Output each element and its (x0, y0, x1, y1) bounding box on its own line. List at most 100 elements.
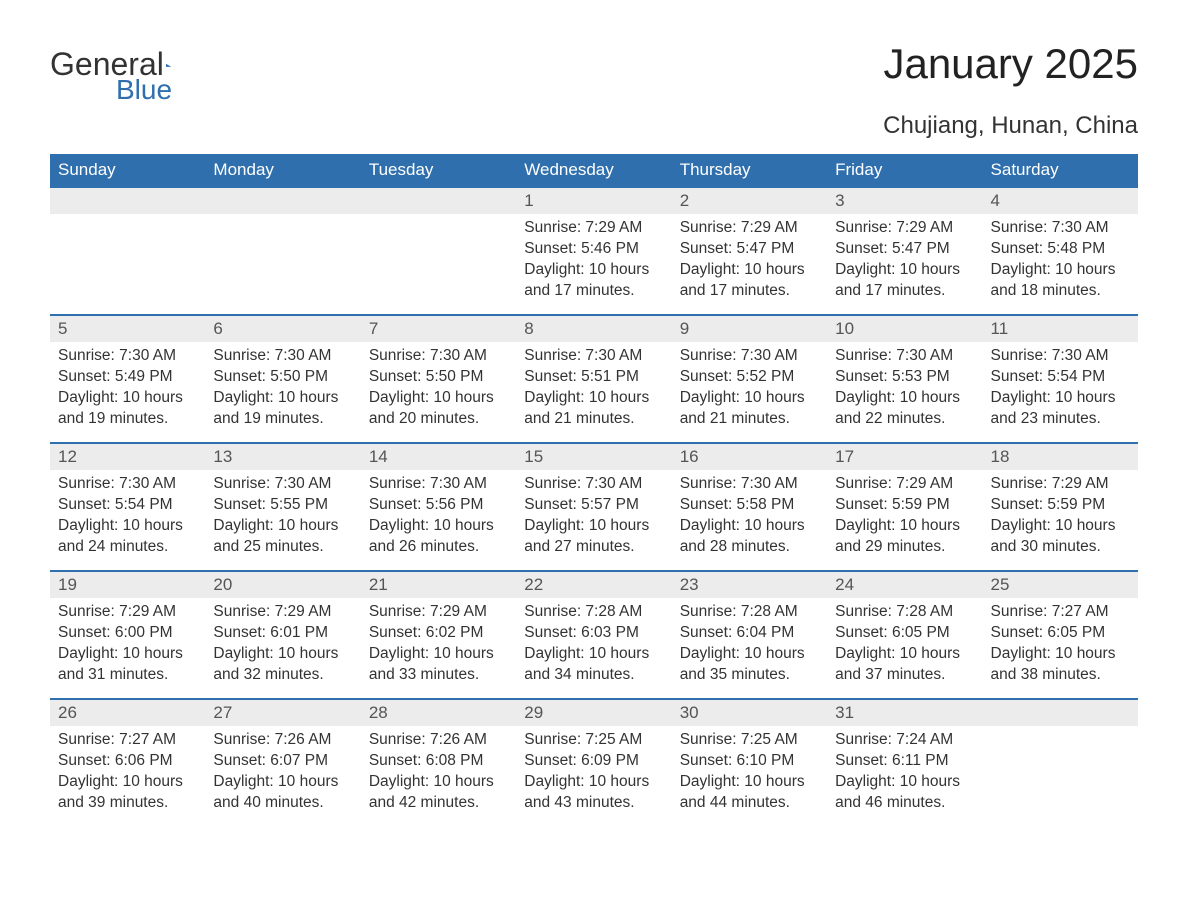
weekday-header: Saturday (983, 154, 1138, 186)
weekday-header: Monday (205, 154, 360, 186)
day-number: 21 (361, 570, 516, 598)
daylight-text: Daylight: 10 hours and 27 minutes. (524, 516, 663, 558)
sunrise-text: Sunrise: 7:28 AM (835, 602, 974, 623)
day-body: Sunrise: 7:30 AMSunset: 5:51 PMDaylight:… (516, 342, 671, 438)
calendar-week-row: 1Sunrise: 7:29 AMSunset: 5:46 PMDaylight… (50, 186, 1138, 314)
calendar-week-row: 26Sunrise: 7:27 AMSunset: 6:06 PMDayligh… (50, 698, 1138, 826)
sunset-text: Sunset: 5:50 PM (369, 367, 508, 388)
day-number: 27 (205, 698, 360, 726)
daylight-text: Daylight: 10 hours and 33 minutes. (369, 644, 508, 686)
sunrise-text: Sunrise: 7:27 AM (991, 602, 1130, 623)
day-number: 8 (516, 314, 671, 342)
day-body (361, 214, 516, 226)
day-body: Sunrise: 7:29 AMSunset: 5:46 PMDaylight:… (516, 214, 671, 310)
sunrise-text: Sunrise: 7:30 AM (524, 474, 663, 495)
day-number: 16 (672, 442, 827, 470)
sunset-text: Sunset: 6:05 PM (991, 623, 1130, 644)
daylight-text: Daylight: 10 hours and 44 minutes. (680, 772, 819, 814)
day-number: 19 (50, 570, 205, 598)
day-body: Sunrise: 7:30 AMSunset: 5:50 PMDaylight:… (361, 342, 516, 438)
daylight-text: Daylight: 10 hours and 42 minutes. (369, 772, 508, 814)
weekday-header: Wednesday (516, 154, 671, 186)
sunset-text: Sunset: 6:00 PM (58, 623, 197, 644)
daylight-text: Daylight: 10 hours and 24 minutes. (58, 516, 197, 558)
sunset-text: Sunset: 5:47 PM (835, 239, 974, 260)
calendar-day-cell (983, 698, 1138, 826)
calendar-day-cell: 18Sunrise: 7:29 AMSunset: 5:59 PMDayligh… (983, 442, 1138, 570)
sunrise-text: Sunrise: 7:26 AM (369, 730, 508, 751)
day-body: Sunrise: 7:29 AMSunset: 5:59 PMDaylight:… (983, 470, 1138, 566)
calendar-week-row: 5Sunrise: 7:30 AMSunset: 5:49 PMDaylight… (50, 314, 1138, 442)
day-body: Sunrise: 7:29 AMSunset: 5:59 PMDaylight:… (827, 470, 982, 566)
day-body: Sunrise: 7:29 AMSunset: 5:47 PMDaylight:… (672, 214, 827, 310)
day-body (50, 214, 205, 226)
calendar-day-cell: 5Sunrise: 7:30 AMSunset: 5:49 PMDaylight… (50, 314, 205, 442)
sunrise-text: Sunrise: 7:28 AM (680, 602, 819, 623)
sunrise-text: Sunrise: 7:30 AM (680, 474, 819, 495)
daylight-text: Daylight: 10 hours and 17 minutes. (835, 260, 974, 302)
daylight-text: Daylight: 10 hours and 38 minutes. (991, 644, 1130, 686)
sunset-text: Sunset: 6:04 PM (680, 623, 819, 644)
sunset-text: Sunset: 6:02 PM (369, 623, 508, 644)
daylight-text: Daylight: 10 hours and 46 minutes. (835, 772, 974, 814)
day-number: 31 (827, 698, 982, 726)
sunrise-text: Sunrise: 7:30 AM (213, 474, 352, 495)
daylight-text: Daylight: 10 hours and 17 minutes. (680, 260, 819, 302)
sunrise-text: Sunrise: 7:30 AM (835, 346, 974, 367)
daylight-text: Daylight: 10 hours and 37 minutes. (835, 644, 974, 686)
calendar-day-cell: 4Sunrise: 7:30 AMSunset: 5:48 PMDaylight… (983, 186, 1138, 314)
day-body: Sunrise: 7:29 AMSunset: 6:02 PMDaylight:… (361, 598, 516, 694)
calendar-week-row: 12Sunrise: 7:30 AMSunset: 5:54 PMDayligh… (50, 442, 1138, 570)
sunset-text: Sunset: 5:52 PM (680, 367, 819, 388)
sunrise-text: Sunrise: 7:30 AM (213, 346, 352, 367)
daylight-text: Daylight: 10 hours and 35 minutes. (680, 644, 819, 686)
day-body: Sunrise: 7:27 AMSunset: 6:06 PMDaylight:… (50, 726, 205, 822)
calendar-day-cell (50, 186, 205, 314)
sunrise-text: Sunrise: 7:30 AM (58, 474, 197, 495)
day-body: Sunrise: 7:29 AMSunset: 6:01 PMDaylight:… (205, 598, 360, 694)
day-body: Sunrise: 7:29 AMSunset: 6:00 PMDaylight:… (50, 598, 205, 694)
flag-icon (166, 54, 171, 76)
sunset-text: Sunset: 6:10 PM (680, 751, 819, 772)
day-body: Sunrise: 7:28 AMSunset: 6:04 PMDaylight:… (672, 598, 827, 694)
day-body: Sunrise: 7:29 AMSunset: 5:47 PMDaylight:… (827, 214, 982, 310)
sunrise-text: Sunrise: 7:30 AM (58, 346, 197, 367)
day-number: 20 (205, 570, 360, 598)
day-number (983, 698, 1138, 726)
daylight-text: Daylight: 10 hours and 19 minutes. (213, 388, 352, 430)
calendar-day-cell: 8Sunrise: 7:30 AMSunset: 5:51 PMDaylight… (516, 314, 671, 442)
daylight-text: Daylight: 10 hours and 18 minutes. (991, 260, 1130, 302)
day-number (205, 186, 360, 214)
sunset-text: Sunset: 5:49 PM (58, 367, 197, 388)
sunrise-text: Sunrise: 7:25 AM (680, 730, 819, 751)
calendar-day-cell: 29Sunrise: 7:25 AMSunset: 6:09 PMDayligh… (516, 698, 671, 826)
calendar-day-cell: 30Sunrise: 7:25 AMSunset: 6:10 PMDayligh… (672, 698, 827, 826)
sunrise-text: Sunrise: 7:30 AM (680, 346, 819, 367)
day-number: 7 (361, 314, 516, 342)
calendar-day-cell: 21Sunrise: 7:29 AMSunset: 6:02 PMDayligh… (361, 570, 516, 698)
day-body: Sunrise: 7:27 AMSunset: 6:05 PMDaylight:… (983, 598, 1138, 694)
sunrise-text: Sunrise: 7:27 AM (58, 730, 197, 751)
sunrise-text: Sunrise: 7:29 AM (835, 218, 974, 239)
day-body: Sunrise: 7:30 AMSunset: 5:55 PMDaylight:… (205, 470, 360, 566)
day-number: 10 (827, 314, 982, 342)
day-number: 6 (205, 314, 360, 342)
calendar-day-cell: 17Sunrise: 7:29 AMSunset: 5:59 PMDayligh… (827, 442, 982, 570)
daylight-text: Daylight: 10 hours and 43 minutes. (524, 772, 663, 814)
sunset-text: Sunset: 6:11 PM (835, 751, 974, 772)
day-body: Sunrise: 7:30 AMSunset: 5:54 PMDaylight:… (983, 342, 1138, 438)
calendar-day-cell: 25Sunrise: 7:27 AMSunset: 6:05 PMDayligh… (983, 570, 1138, 698)
day-body (983, 726, 1138, 738)
sunrise-text: Sunrise: 7:26 AM (213, 730, 352, 751)
sunrise-text: Sunrise: 7:29 AM (680, 218, 819, 239)
day-body: Sunrise: 7:30 AMSunset: 5:49 PMDaylight:… (50, 342, 205, 438)
daylight-text: Daylight: 10 hours and 32 minutes. (213, 644, 352, 686)
brand-part2: Blue (116, 74, 172, 106)
sunset-text: Sunset: 6:01 PM (213, 623, 352, 644)
day-body: Sunrise: 7:26 AMSunset: 6:07 PMDaylight:… (205, 726, 360, 822)
daylight-text: Daylight: 10 hours and 30 minutes. (991, 516, 1130, 558)
month-title: January 2025 (883, 40, 1138, 88)
calendar-header-row: SundayMondayTuesdayWednesdayThursdayFrid… (50, 154, 1138, 186)
day-number: 23 (672, 570, 827, 598)
day-body: Sunrise: 7:30 AMSunset: 5:50 PMDaylight:… (205, 342, 360, 438)
